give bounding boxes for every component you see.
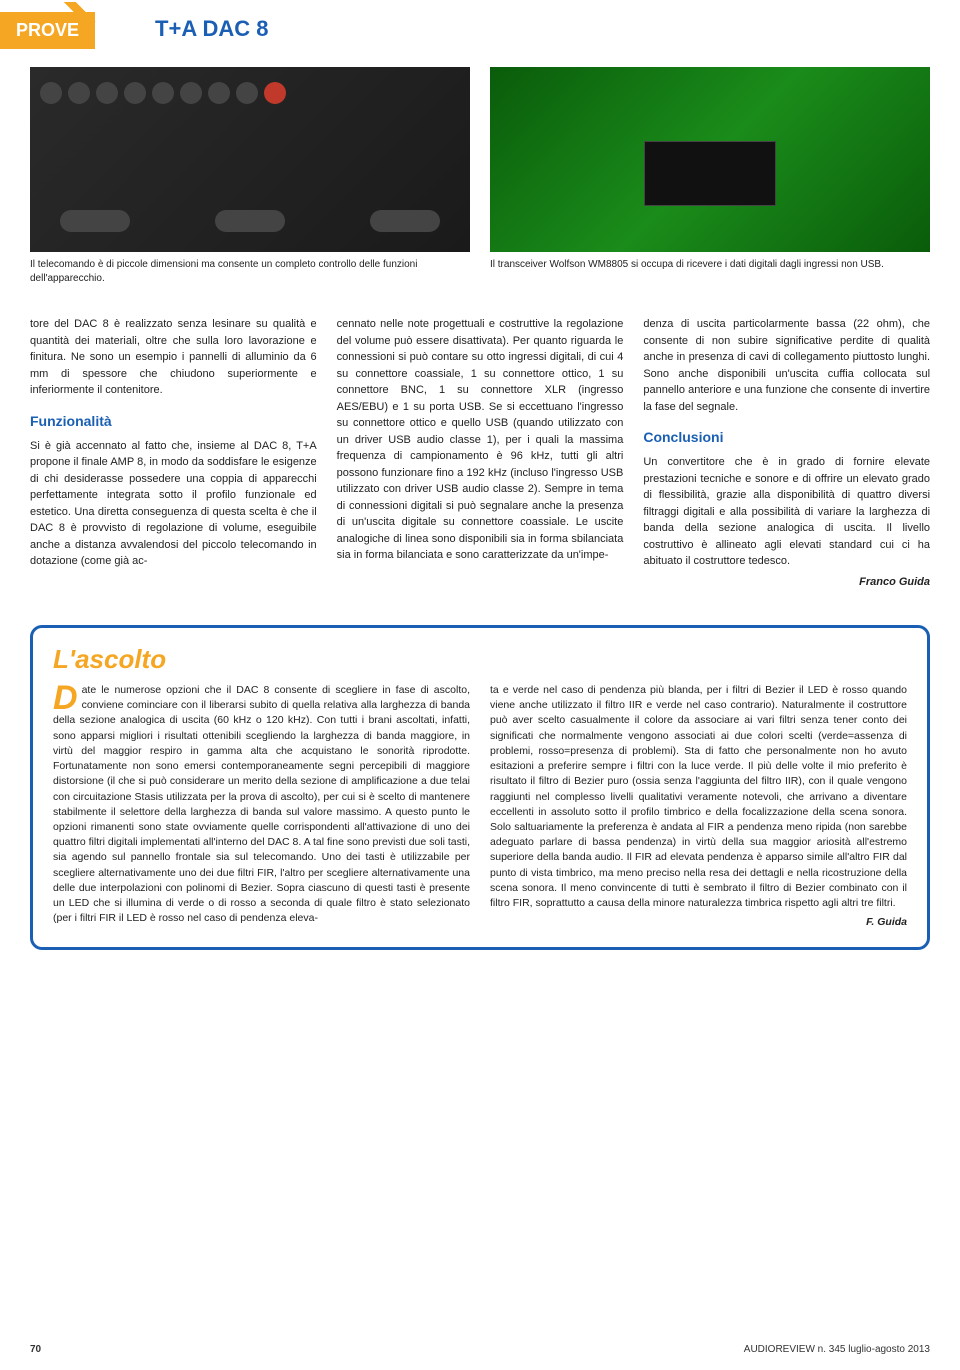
product-title: T+A DAC 8 [155,16,268,42]
ascolto-title: L'ascolto [53,644,907,675]
main-text: tore del DAC 8 è realizzato senza lesina… [0,296,960,610]
page-header: PROVE T+A DAC 8 [0,0,960,57]
ascolto-col-1: Date le numerose opzioni che il DAC 8 co… [53,683,470,931]
image-left-caption: Il telecomando è di piccole dimensioni m… [30,258,470,286]
col3-para1: denza di uscita particolarmente bassa (2… [643,316,930,415]
ascolto-text-1: ate le numerose opzioni che il DAC 8 con… [53,684,470,924]
ascolto-box: L'ascolto Date le numerose opzioni che i… [30,625,930,950]
ascolto-col-2: ta e verde nel caso di pendenza più blan… [490,683,907,931]
image-right-caption: Il transceiver Wolfson WM8805 si occupa … [490,258,930,272]
ascolto-text-2: ta e verde nel caso di pendenza più blan… [490,683,907,911]
section-conclusioni: Conclusioni [643,427,930,448]
col1-para2: Si è già accennato al fatto che, insieme… [30,438,317,570]
col2-para: cennato nelle note progettuali e costrut… [337,316,624,564]
pcb-image [490,67,930,252]
byline-main: Franco Guida [643,574,930,591]
image-left-block: Il telecomando è di piccole dimensioni m… [30,67,470,286]
col3-para2: Un convertitore che è in grado di fornir… [643,454,930,570]
dropcap: D [53,685,78,712]
images-row: Il telecomando è di piccole dimensioni m… [0,57,960,296]
main-col-2: cennato nelle note progettuali e costrut… [337,316,624,590]
page-number: 70 [30,1344,41,1355]
byline-ascolto: F. Guida [490,915,907,930]
page-footer: 70 AUDIOREVIEW n. 345 luglio-agosto 2013 [30,1344,930,1355]
main-col-1: tore del DAC 8 è realizzato senza lesina… [30,316,317,590]
main-col-3: denza di uscita particolarmente bassa (2… [643,316,930,590]
prove-badge: PROVE [0,12,95,49]
remote-image [30,67,470,252]
section-funzionalita: Funzionalità [30,411,317,432]
image-right-block: Il transceiver Wolfson WM8805 si occupa … [490,67,930,286]
issue-ref: AUDIOREVIEW n. 345 luglio-agosto 2013 [744,1344,930,1355]
col1-para1: tore del DAC 8 è realizzato senza lesina… [30,316,317,399]
